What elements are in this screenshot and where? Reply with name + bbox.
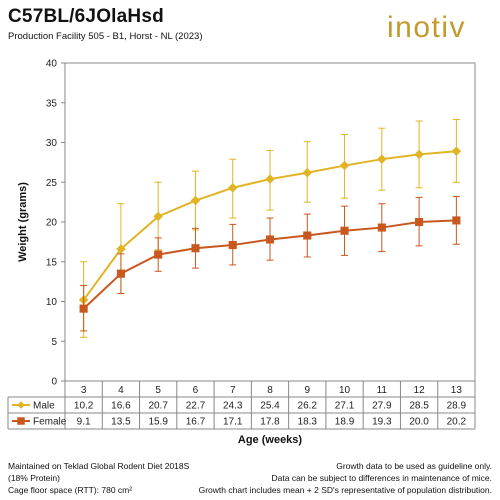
legend-marker (17, 401, 25, 409)
footer-left-line: Cage floor space (RTT): 780 cm² (8, 485, 133, 495)
footer-notes-left: Maintained on Teklad Global Rodent Diet … (8, 460, 189, 496)
data-table-value: 17.8 (260, 417, 280, 428)
y-tick-label: 0 (51, 377, 57, 388)
x-axis-label: Age (weeks) (238, 434, 303, 446)
x-tick-label: 4 (118, 385, 124, 396)
x-tick-label: 6 (193, 385, 199, 396)
footer-left-line: (18% Protein) (8, 473, 60, 483)
legend-marker (17, 417, 25, 425)
data-point-female (116, 269, 125, 278)
data-table-value: 16.6 (111, 401, 131, 412)
y-tick-label: 25 (46, 178, 58, 189)
data-table-value: 20.7 (148, 401, 168, 412)
data-point-female (79, 304, 88, 313)
x-tick-label: 8 (267, 385, 273, 396)
brand-logo: inotiv (387, 11, 466, 44)
data-point-female (265, 235, 275, 244)
data-table-value: 28.9 (447, 401, 467, 412)
x-tick-label: 13 (451, 385, 463, 396)
data-point-female (452, 216, 461, 225)
data-point-female (228, 241, 237, 250)
data-point-male (153, 211, 164, 222)
data-table-value: 10.2 (74, 401, 94, 412)
data-table-value: 13.5 (111, 417, 131, 428)
x-tick-label: 11 (377, 385, 388, 396)
footer-right-line: Growth data to be used as guideline only… (336, 461, 492, 471)
x-tick-label: 9 (304, 385, 310, 396)
footer-right-line: Growth chart includes mean + 2 SD's repr… (198, 485, 492, 495)
x-tick-label: 10 (339, 385, 351, 396)
x-tick-label: 3 (81, 385, 87, 396)
y-tick-label: 5 (51, 337, 57, 348)
chart-title: C57BL/6JOlaHsd (8, 6, 164, 27)
chart-subtitle: Production Facility 505 - B1, Horst - NL… (8, 31, 203, 42)
data-point-female (303, 231, 312, 240)
data-table-value: 18.9 (335, 417, 355, 428)
data-table-value: 26.2 (298, 401, 318, 412)
data-table-value: 20.2 (447, 417, 467, 428)
data-table-value: 16.7 (186, 417, 206, 428)
data-point-male (302, 167, 313, 178)
y-tick-label: 40 (46, 59, 58, 70)
footer-right-line: Data can be subject to differences in ma… (271, 473, 493, 483)
data-point-male (339, 160, 350, 171)
data-table-value: 27.1 (335, 401, 355, 412)
x-tick-label: 5 (155, 385, 161, 396)
growth-chart: 0 5 10 15 20 25 30 35 40 Weight (grams) 3 4 5 6 7 8 9 10 1… (7, 59, 476, 446)
data-point-male (414, 149, 424, 160)
data-table-value: 20.0 (409, 417, 429, 428)
legend-label: Female (33, 417, 67, 428)
data-table-value: 24.3 (223, 401, 243, 412)
data-point-male (190, 195, 201, 206)
data-table-value: 17.1 (223, 417, 243, 428)
data-table-value: 28.5 (409, 401, 429, 412)
footer-notes-right: Growth data to be used as guideline only… (199, 460, 492, 496)
x-tick-label: 12 (414, 385, 426, 396)
data-point-male (265, 174, 275, 184)
data-point-female (415, 217, 424, 227)
y-tick-label: 10 (46, 297, 58, 308)
x-tick-label: 7 (230, 385, 236, 396)
data-table-value: 9.1 (77, 417, 91, 428)
svg-text:inotiv: inotiv (387, 11, 466, 44)
y-tick-label: 30 (46, 138, 58, 149)
data-table-value: 27.9 (372, 401, 392, 412)
data-table-value: 25.4 (260, 401, 280, 412)
data-point-male (227, 182, 238, 193)
data-table-value: 19.3 (372, 417, 392, 428)
data-point-female (191, 244, 200, 253)
y-axis-label: Weight (grams) (17, 182, 29, 262)
data-point-female (154, 250, 163, 259)
data-point-male (376, 154, 387, 165)
y-tick-label: 35 (46, 98, 58, 109)
footer-left-line: Maintained on Teklad Global Rodent Diet … (8, 461, 190, 471)
data-point-male (451, 146, 462, 157)
legend-label: Male (33, 401, 55, 412)
data-point-female (377, 223, 386, 232)
data-table-value: 18.3 (298, 417, 318, 428)
data-table-value: 15.9 (148, 417, 168, 428)
y-tick-label: 15 (46, 257, 58, 268)
data-point-female (340, 226, 349, 235)
y-tick-label: 20 (46, 218, 58, 229)
data-table-value: 22.7 (186, 401, 206, 412)
